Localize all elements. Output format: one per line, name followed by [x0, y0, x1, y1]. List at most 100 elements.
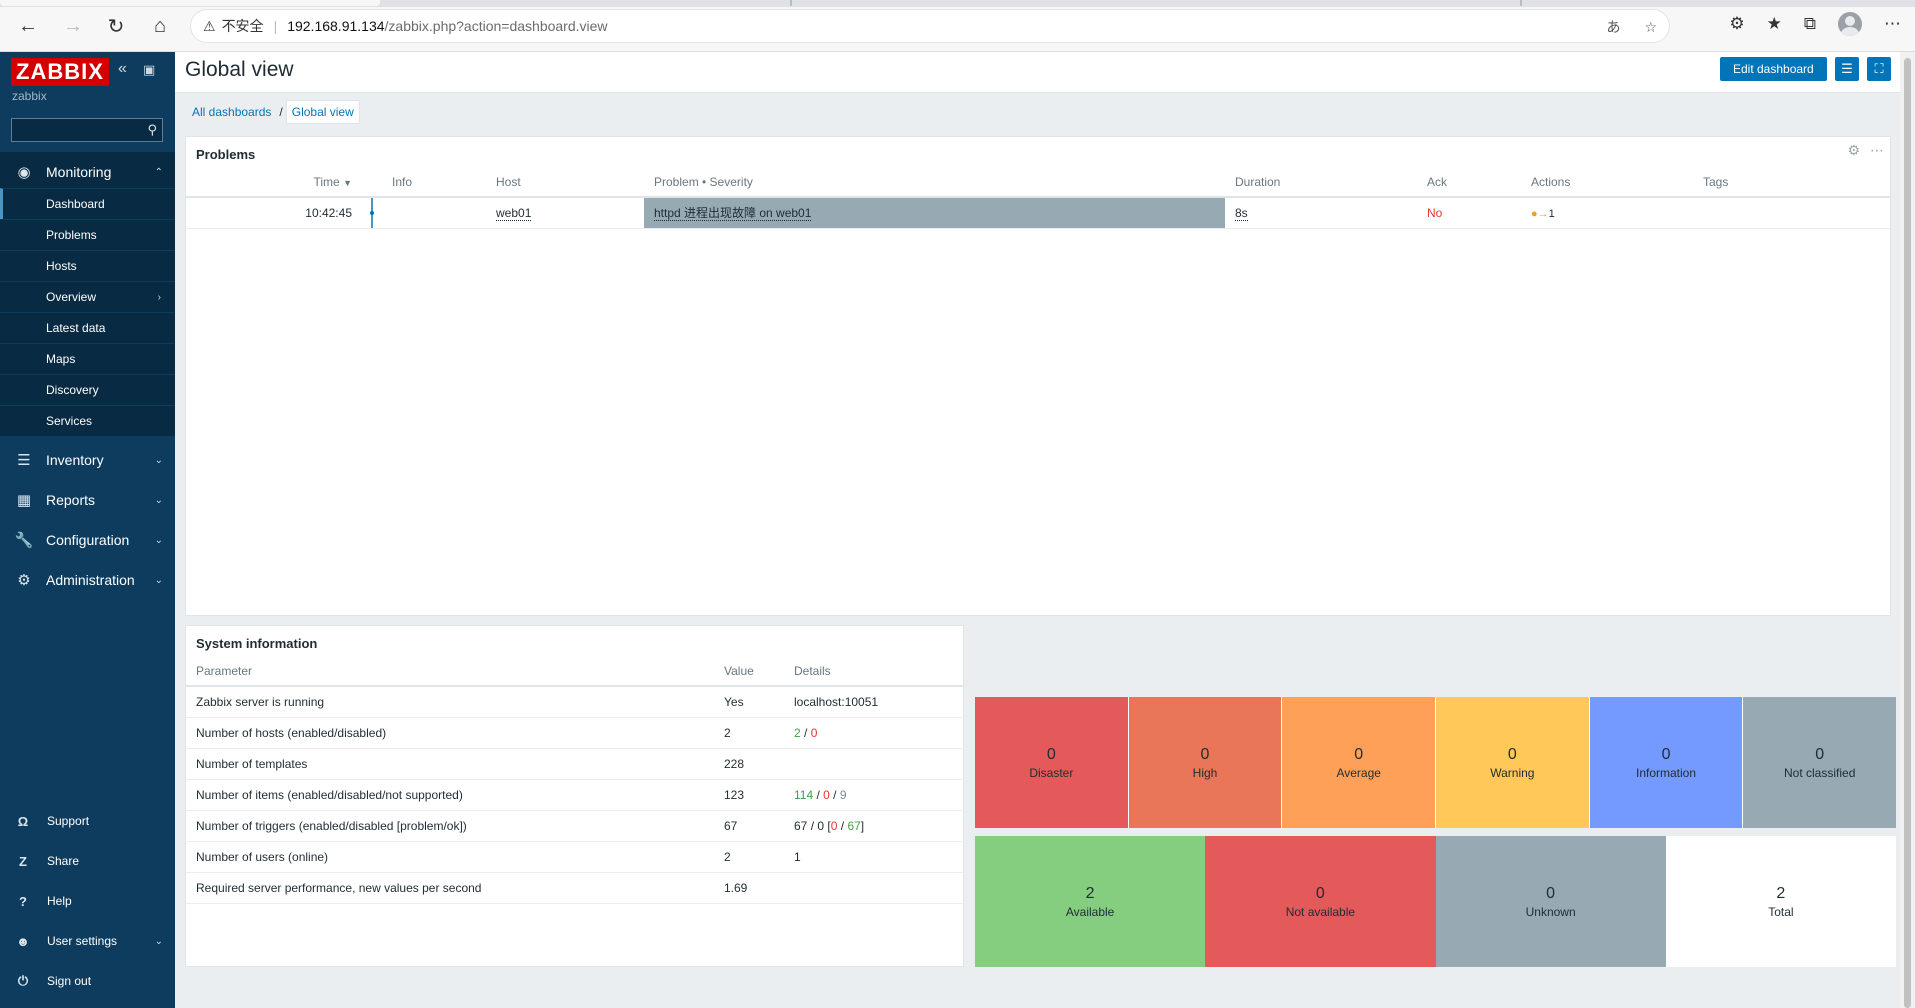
severity-average[interactable]: 0 Average — [1282, 697, 1437, 828]
menu-item-overview[interactable]: Overview › — [0, 281, 175, 312]
server-name: zabbix — [12, 89, 47, 103]
menu-administration[interactable]: ⚙ Administration ⌄ — [0, 560, 175, 600]
menu-item-maps[interactable]: Maps — [0, 343, 175, 374]
menu-share[interactable]: Z Share — [0, 841, 175, 881]
menu-support[interactable]: Ω Support — [0, 801, 175, 841]
sysinfo-parameter: Number of users (online) — [186, 841, 714, 873]
sysinfo-details: 67 / 0 [0 / 67] — [784, 810, 963, 842]
collections-icon[interactable]: ⧉ — [1803, 14, 1816, 33]
problem-name[interactable]: httpd 进程出现故障 on web01 — [654, 206, 812, 222]
sysinfo-parameter: Number of items (enabled/disabled/not su… — [186, 779, 714, 811]
menu-help[interactable]: ? Help — [0, 881, 175, 921]
sysinfo-value: Yes — [714, 686, 784, 718]
menu-configuration[interactable]: 🔧 Configuration ⌄ — [0, 520, 175, 560]
column-header-time[interactable]: Time ▼ — [186, 167, 362, 198]
menu-item-latest-data[interactable]: Latest data — [0, 312, 175, 343]
more-icon[interactable]: ⋯ — [1870, 142, 1884, 158]
extensions-icon[interactable]: ⚙ — [1729, 14, 1745, 33]
favorites-icon[interactable]: ★ — [1766, 14, 1782, 33]
edit-dashboard-button[interactable]: Edit dashboard — [1720, 57, 1827, 81]
menu-monitoring[interactable]: ◉ Monitoring ⌃ — [0, 152, 175, 192]
severity-disaster[interactable]: 0 Disaster — [975, 697, 1129, 828]
menu-label: User settings — [47, 934, 118, 948]
column-header-parameter: Parameter — [186, 656, 714, 687]
problems-by-severity-widget: 0 Disaster 0 High 0 Average 0 Warning 0 Infor… — [975, 697, 1897, 828]
menu-label: Sign out — [47, 974, 92, 988]
breadcrumb-current[interactable]: Global view — [285, 100, 360, 124]
forward-icon[interactable]: → — [63, 14, 83, 37]
menu-sign-out[interactable]: ⏻ Sign out — [0, 961, 175, 1001]
tab-divider — [1520, 0, 1522, 6]
page-header: Global view Edit dashboard ☰ ⛶ — [175, 52, 1900, 93]
severity-information[interactable]: 0 Information — [1589, 697, 1744, 828]
security-label[interactable]: 不安全 — [221, 18, 264, 34]
menu-item-problems[interactable]: Problems — [0, 219, 175, 250]
problem-ack[interactable]: No — [1427, 205, 1443, 220]
sidebar: ZABBIX « ▣ zabbix ⚲ ◉ Monitoring ⌃ Dashb… — [0, 52, 175, 1008]
search-input[interactable]: ⚲ — [11, 118, 163, 142]
wrench-icon: 🔧 — [14, 532, 34, 549]
menu-item-discovery[interactable]: Discovery — [0, 374, 175, 405]
fullscreen-icon[interactable]: ⛶ — [1867, 57, 1891, 81]
collapse-sidebar-icon[interactable]: « — [118, 60, 127, 77]
kiosk-sidebar-icon[interactable]: ▣ — [143, 62, 156, 77]
url-host: 192.168.91.134 — [287, 18, 385, 34]
table-row: Zabbix server is running Yes localhost:1… — [186, 686, 963, 718]
availability-total[interactable]: 2 Total — [1665, 836, 1896, 967]
help-icon: ? — [19, 893, 27, 909]
menu-label: Support — [47, 814, 90, 828]
tab-divider — [790, 0, 792, 6]
availability-not-available[interactable]: 0 Not available — [1205, 836, 1436, 967]
actions-icon[interactable]: ●→1 — [1531, 207, 1555, 220]
column-header-ack: Ack — [1417, 167, 1521, 198]
enabled-count: 67 — [794, 818, 808, 833]
table-row: 10:42:45 web01 httpd 进程出现故障 on web01 8s … — [186, 197, 1890, 229]
url-path: /zabbix.php?action=dashboard.view — [384, 18, 608, 34]
problem-time[interactable]: 10:42:45 — [186, 197, 362, 229]
availability-unknown[interactable]: 0 Unknown — [1435, 836, 1666, 967]
menu-inventory[interactable]: ☰ Inventory ⌄ — [0, 440, 175, 480]
back-icon[interactable]: ← — [18, 14, 38, 37]
severity-count: 0 — [1661, 745, 1671, 763]
sysinfo-details: localhost:10051 — [784, 686, 963, 718]
severity-label: Warning — [1490, 765, 1535, 780]
availability-count: 0 — [1546, 884, 1556, 902]
more-icon[interactable]: ⋯ — [1884, 14, 1901, 33]
address-bar[interactable]: ⚠ 不安全 | 192.168.91.134 /zabbix.php?actio… — [190, 9, 1670, 43]
translate-icon[interactable]: あ — [1606, 19, 1621, 35]
column-header-duration: Duration — [1225, 167, 1417, 198]
problems-widget: Problems ⚙ ⋯ Time ▼ Info Host Problem • … — [185, 136, 1891, 616]
menu-label: Monitoring — [46, 164, 112, 180]
menu-item-hosts[interactable]: Hosts — [0, 250, 175, 281]
menu-item-services[interactable]: Services — [0, 405, 175, 436]
breadcrumb-all-dashboards[interactable]: All dashboards — [192, 105, 272, 119]
browser-tab[interactable] — [0, 0, 380, 6]
zabbix-logo[interactable]: ZABBIX — [11, 58, 109, 86]
menu-label: Reports — [46, 492, 96, 508]
column-header-value: Value — [714, 656, 784, 687]
sysinfo-value: 1.69 — [714, 872, 784, 904]
menu-item-dashboard[interactable]: Dashboard — [0, 188, 175, 219]
severity-high[interactable]: 0 High — [1128, 697, 1283, 828]
availability-count: 2 — [1776, 884, 1786, 902]
menu-reports[interactable]: ▦ Reports ⌄ — [0, 480, 175, 520]
menu-item-label: Overview — [46, 290, 97, 304]
availability-available[interactable]: 2 Available — [975, 836, 1206, 967]
search-icon[interactable]: ⚲ — [147, 122, 157, 137]
reload-icon[interactable]: ↻ — [107, 15, 125, 38]
profile-avatar[interactable] — [1838, 12, 1862, 36]
dashboard-actions-icon[interactable]: ☰ — [1835, 57, 1859, 81]
add-favorite-icon[interactable]: ☆ — [1644, 18, 1657, 35]
bar-chart-icon: ▦ — [16, 492, 32, 509]
scrollbar-thumb[interactable] — [1904, 58, 1911, 1008]
home-icon[interactable]: ⌂ — [153, 14, 167, 37]
problem-duration[interactable]: 8s — [1235, 205, 1248, 221]
monitoring-submenu: Dashboard Problems Hosts Overview › Late… — [0, 188, 175, 436]
menu-user-settings[interactable]: ☻ User settings ⌄ — [0, 921, 175, 961]
severity-not-classified[interactable]: 0 Not classified — [1743, 697, 1897, 828]
severity-warning[interactable]: 0 Warning — [1436, 697, 1590, 828]
gear-icon[interactable]: ⚙ — [1847, 142, 1860, 158]
page-scrollbar[interactable] — [1900, 52, 1915, 1008]
page-title: Global view — [185, 58, 294, 81]
problem-host[interactable]: web01 — [496, 205, 532, 221]
